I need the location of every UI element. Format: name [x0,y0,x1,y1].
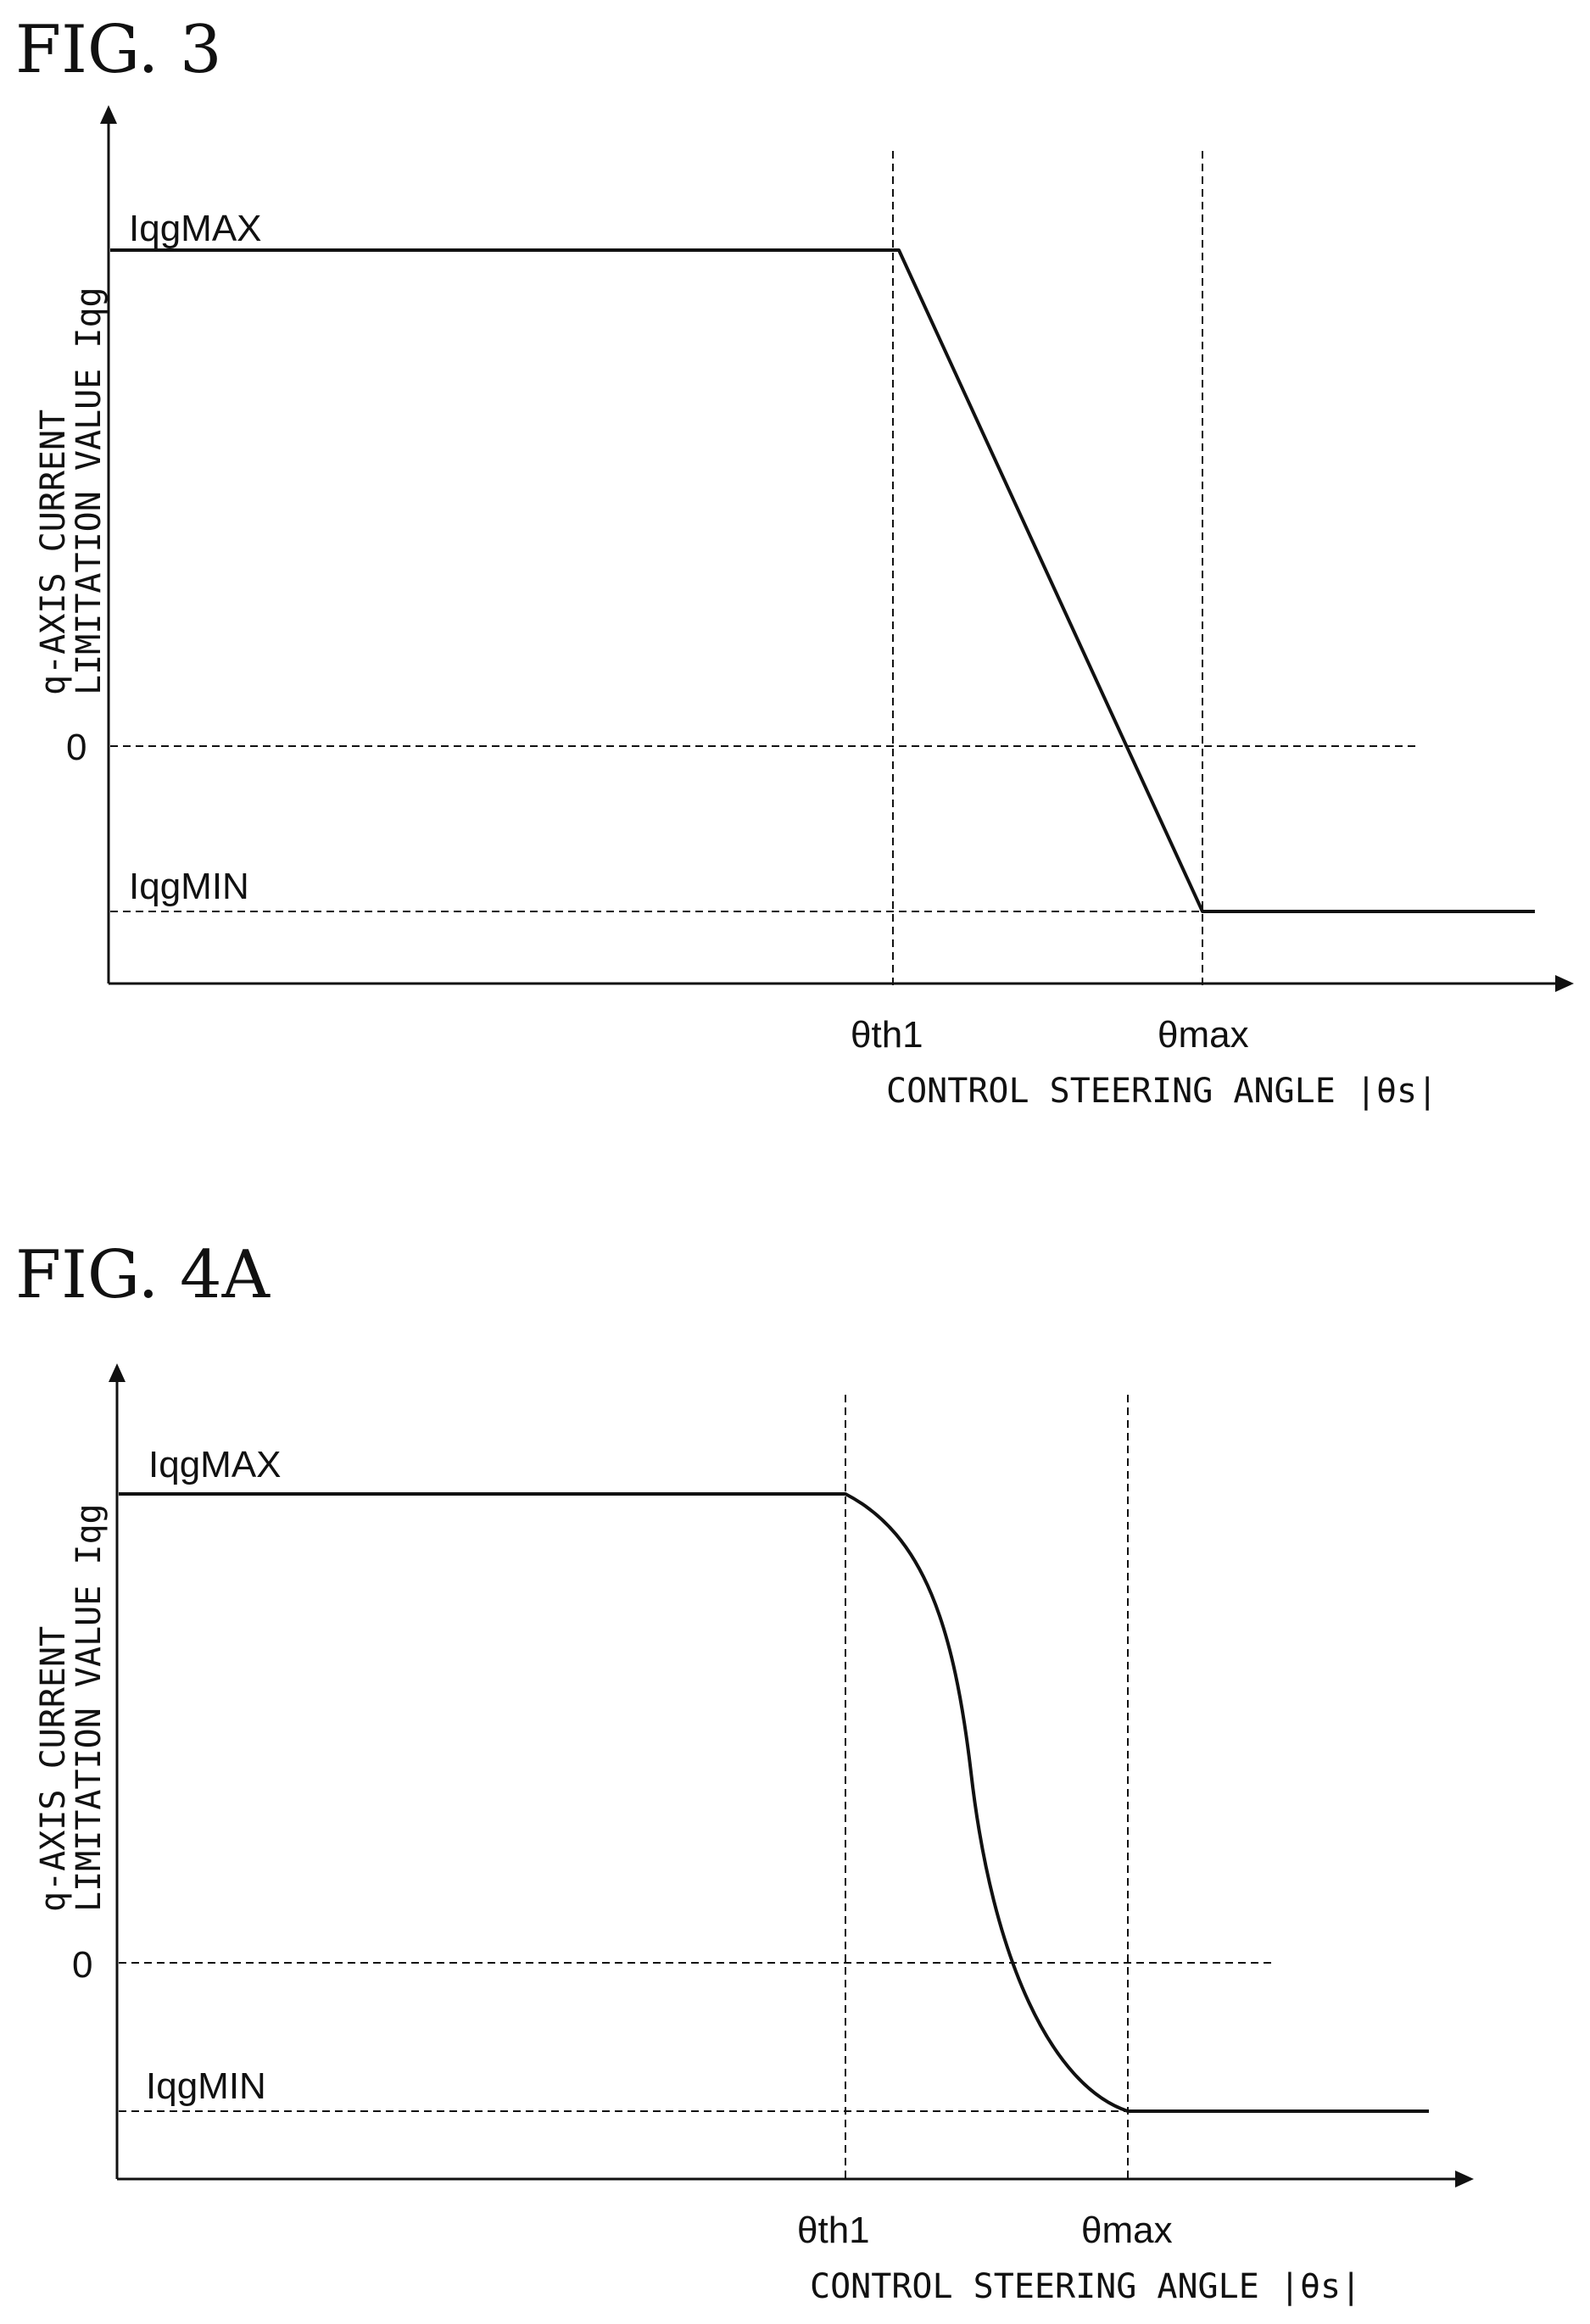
fig3-x-tick-theta-th1: θth1 [851,1014,923,1056]
fig4a-chart: FIG. 4A q-AXIS CURRENT LIMITATION VALUE … [15,1237,1474,2306]
fig4a-limit-curve [119,1492,1429,2113]
fig3-limit-line [110,248,1535,913]
fig4a-y-tick-zero: 0 [72,1944,92,1986]
fig3-y-tick-iqgmin: IqgMIN [129,866,249,907]
fig3-y-tick-iqgmax: IqgMAX [129,208,262,249]
fig4a-y-tick-iqgmax: IqgMAX [148,1444,282,1485]
fig4a-y-axis-title: q-AXIS CURRENT LIMITATION VALUE Iqg [34,1503,109,1912]
fig4a-x-axis-arrow [1455,2171,1474,2187]
fig3-y-tick-zero: 0 [66,727,86,768]
fig4a-x-tick-theta-max: θmax [1081,2210,1173,2251]
fig3-x-axis-arrow [1555,975,1574,992]
fig4a-y-axis-title-line2: LIMITATION VALUE Iqg [70,1503,109,1912]
fig4a-x-tick-theta-th1: θth1 [797,2210,870,2251]
fig4a-x-axis-title: CONTROL STEERING ANGLE |θs| [810,2267,1361,2306]
fig3-x-axis-title: CONTROL STEERING ANGLE |θs| [886,1072,1437,1111]
fig3-y-axis-title-line2: LIMITATION VALUE Iqg [70,287,109,695]
fig3-y-axis-title-line1: q-AXIS CURRENT [34,410,73,695]
fig3-chart: FIG. 3 q-AXIS CURRENT LIMITATION VALUE I… [15,12,1574,1111]
fig3-x-tick-theta-max: θmax [1158,1014,1249,1056]
fig3-title: FIG. 3 [15,12,222,88]
fig3-y-axis-title: q-AXIS CURRENT LIMITATION VALUE Iqg [34,287,109,695]
fig4a-title: FIG. 4A [15,1237,271,1313]
fig4a-y-axis-arrow [109,1363,126,1382]
fig4a-y-tick-iqgmin: IqgMIN [146,2065,266,2107]
fig3-y-axis-arrow [100,105,117,124]
fig4a-y-axis-title-line1: q-AXIS CURRENT [34,1626,73,1912]
